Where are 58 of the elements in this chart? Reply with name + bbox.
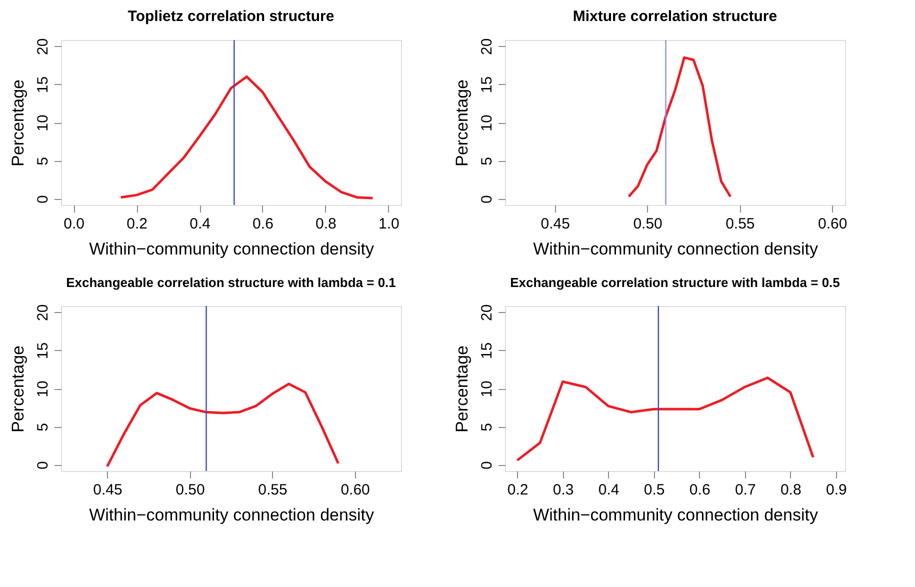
x-tick-label: 0.6 (689, 482, 710, 498)
y-tick-label: 20 (34, 38, 52, 55)
y-tick-label: 5 (34, 423, 52, 432)
x-axis-title: Within−community connection density (89, 506, 374, 524)
y-axis-title: Percentage (452, 80, 472, 166)
x-tick-label: 0.8 (316, 216, 336, 232)
line-series (120, 75, 374, 200)
y-tick-label: 10 (34, 380, 52, 398)
chart-title: Exchangeable correlation structure with lambda = 0.1 (66, 274, 396, 290)
y-tick-label: 10 (34, 114, 52, 132)
x-tick-label: 0.45 (540, 216, 570, 232)
x-tick-label: 0.50 (633, 216, 662, 232)
x-tick-label: 0.45 (93, 482, 122, 498)
x-tick-label: 0.6 (252, 216, 274, 232)
y-axis-title: Percentage (8, 346, 28, 432)
x-tick-label: 0.55 (726, 216, 755, 232)
x-tick-label: 0.7 (734, 482, 756, 498)
y-axis-title: Percentage (452, 346, 472, 432)
x-tick-label: 0.60 (818, 216, 848, 232)
x-tick-label: 0.2 (126, 216, 148, 232)
x-axis-title: Within−community connection density (89, 240, 374, 258)
y-tick-label: 10 (478, 114, 496, 132)
y-tick-label: 15 (34, 342, 52, 360)
line-series (516, 376, 814, 462)
line-series (628, 56, 732, 198)
y-tick-label: 15 (34, 76, 52, 94)
x-tick-label: 0.4 (190, 216, 210, 232)
x-tick-label: 0.3 (552, 482, 574, 498)
y-tick-label: 5 (478, 157, 496, 166)
x-tick-label: 0.55 (258, 482, 288, 498)
chart-title: Mixture correlation structure (572, 8, 778, 25)
y-tick-label: 0 (478, 461, 496, 470)
x-tick-label: 0.2 (507, 482, 528, 498)
line-series (106, 382, 340, 468)
y-tick-label: 20 (34, 304, 52, 321)
y-tick-label: 15 (478, 342, 496, 360)
y-tick-label: 20 (478, 304, 496, 321)
y-tick-label: 5 (34, 157, 52, 166)
y-axis-title: Percentage (8, 80, 28, 166)
x-axis-title: Within−community connection density (533, 240, 818, 258)
y-tick-label: 0 (34, 195, 52, 204)
y-tick-label: 10 (478, 380, 496, 398)
y-tick-label: 15 (478, 76, 496, 94)
y-tick-label: 0 (34, 461, 52, 470)
x-tick-label: 0.50 (176, 482, 205, 498)
x-tick-label: 0.60 (340, 482, 370, 498)
x-tick-label: 0.4 (598, 482, 620, 498)
x-tick-label: 1.0 (378, 216, 400, 232)
y-tick-label: 20 (478, 38, 496, 55)
x-tick-label: 0.0 (64, 216, 85, 232)
y-tick-label: 5 (478, 423, 496, 432)
chart-title: Toplietz correlation structure (128, 8, 334, 25)
x-axis-title: Within−community connection density (533, 506, 818, 524)
x-tick-label: 0.8 (780, 482, 802, 498)
x-tick-label: 0.9 (826, 482, 847, 498)
y-tick-label: 0 (478, 195, 496, 204)
chart-title: Exchangeable correlation structure with lambda = 0.5 (510, 274, 840, 290)
x-tick-label: 0.5 (644, 482, 665, 498)
